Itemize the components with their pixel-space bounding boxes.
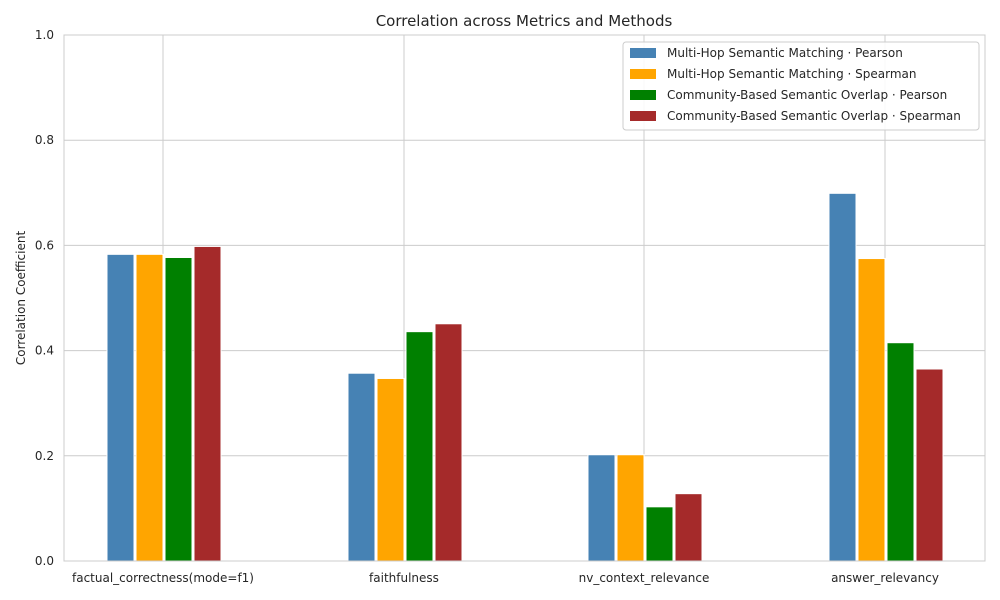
y-tick-label: 0.6: [35, 238, 54, 252]
x-tick-label: faithfulness: [369, 571, 439, 585]
legend-label: Multi-Hop Semantic Matching · Pearson: [667, 46, 903, 60]
y-tick-label: 0.2: [35, 449, 54, 463]
bar-series-1-category-0: [135, 253, 164, 562]
bars-layer: [106, 192, 944, 562]
ticks-layer: 0.0 0.2 0.4 0.6 0.8 1.0 factual_correctness(mo…: [35, 28, 939, 585]
y-tick-label: 0.8: [35, 133, 54, 147]
bar-series-1-category-2: [616, 454, 645, 562]
legend: Multi-Hop Semantic Matching · Pearson Mul…: [622, 41, 980, 131]
legend-swatch: [630, 111, 656, 121]
y-tick-label: 0.4: [35, 344, 54, 358]
bar-series-3-category-2: [674, 493, 703, 562]
bar-series-2-category-2: [645, 506, 674, 562]
legend-swatch: [630, 90, 656, 100]
bar-series-0-category-3: [828, 192, 857, 562]
plot-frame: [63, 34, 986, 562]
x-tick-label: factual_correctness(mode=f1): [72, 571, 254, 585]
bar-series-0-category-0: [106, 253, 135, 562]
bar-series-2-category-0: [164, 256, 193, 562]
x-tick-label: answer_relevancy: [831, 571, 939, 585]
legend-swatch: [630, 48, 656, 58]
bar-series-3-category-0: [193, 245, 222, 562]
y-axis-label: Correlation Coefficient: [14, 231, 28, 366]
bar-series-1-category-1: [376, 377, 405, 562]
bar-series-3-category-1: [434, 323, 463, 562]
legend-label: Multi-Hop Semantic Matching · Spearman: [667, 67, 917, 81]
bar-series-1-category-3: [857, 258, 886, 562]
y-tick-label: 0.0: [35, 554, 54, 568]
bar-series-3-category-3: [915, 368, 944, 562]
legend-box: [622, 41, 980, 131]
y-tick-label: 1.0: [35, 28, 54, 42]
legend-label: Community-Based Semantic Overlap · Spear…: [667, 109, 961, 123]
bar-series-2-category-3: [886, 342, 915, 562]
chart-title: Correlation across Metrics and Methods: [376, 12, 673, 30]
legend-label: Community-Based Semantic Overlap · Pears…: [667, 88, 947, 102]
legend-swatch: [630, 69, 656, 79]
bar-series-0-category-1: [347, 372, 376, 562]
x-tick-label: nv_context_relevance: [579, 571, 710, 585]
bar-series-0-category-2: [587, 454, 616, 562]
bar-series-2-category-1: [405, 331, 434, 562]
